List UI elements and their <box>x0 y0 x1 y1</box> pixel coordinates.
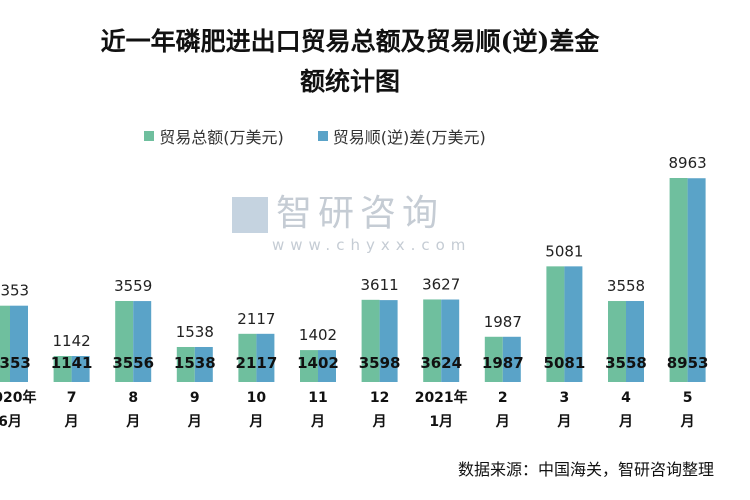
data-label-surplus: 1402 <box>297 354 339 372</box>
data-label-surplus: 3558 <box>605 354 647 372</box>
x-tick-label: 月 <box>556 414 571 430</box>
watermark-url: www.chyxx.com <box>272 236 472 254</box>
watermark-text: 智研咨询 <box>276 193 445 234</box>
bar-total <box>238 333 257 382</box>
x-tick-label: 月 <box>495 414 510 430</box>
data-label-total: 8963 <box>669 154 707 172</box>
x-tick-label: 8 <box>128 390 138 406</box>
title-line-2: 额统计图 <box>299 67 400 96</box>
data-label-surplus: 3598 <box>359 354 401 372</box>
bar-total <box>669 178 688 382</box>
data-label-surplus: 3556 <box>112 354 154 372</box>
chart-title: 近一年磷肥进出口贸易总额及贸易顺(逆)差金 额统计图 <box>20 22 680 102</box>
bar-total <box>608 301 626 382</box>
x-tick-label: 7 <box>67 390 77 406</box>
data-label-surplus: 3624 <box>420 354 462 372</box>
x-tick-label: 月 <box>680 414 695 430</box>
bar-total <box>300 350 318 382</box>
bar-surplus <box>318 350 336 382</box>
x-tick-label: 6月 <box>0 414 22 430</box>
x-tick-label: 2020年 <box>0 389 36 406</box>
legend-label: 贸易顺(逆)差(万美元) <box>332 128 486 147</box>
x-tick-label: 11 <box>308 390 327 406</box>
x-tick-label: 1月 <box>429 414 453 430</box>
watermark-logo-icon <box>232 197 268 233</box>
data-label-total: 5081 <box>545 242 583 260</box>
bar-total <box>361 299 380 382</box>
x-tick-label: 月 <box>248 414 263 430</box>
data-label-total: 3559 <box>114 277 152 295</box>
x-tick-label: 2 <box>498 390 508 406</box>
data-label-surplus: 5081 <box>544 354 586 372</box>
bar-surplus <box>379 300 398 382</box>
bar-total <box>53 356 72 382</box>
x-tick-label: 月 <box>310 414 325 430</box>
bar-total <box>423 299 442 382</box>
watermark: 智研咨询 www.chyxx.com <box>232 196 471 256</box>
x-tick-label: 月 <box>125 414 140 430</box>
legend-item-total: 贸易总额(万美元) <box>144 124 284 148</box>
data-label-total: 3627 <box>422 275 460 293</box>
source-note: 数据来源：中国海关，智研咨询整理 <box>457 460 714 479</box>
title-line-1: 近一年磷肥进出口贸易总额及贸易顺(逆)差金 <box>100 27 600 56</box>
data-label-total: 1142 <box>53 332 91 350</box>
x-tick-label: 月 <box>64 414 79 430</box>
x-tick-label: 月 <box>372 414 387 430</box>
bar-total <box>115 300 134 382</box>
x-tick-label: 月 <box>187 414 202 430</box>
legend: 贸易总额(万美元) 贸易顺(逆)差(万美元) <box>0 124 690 148</box>
data-label-surplus: 8953 <box>667 354 709 372</box>
bar-surplus <box>194 346 213 382</box>
data-label-total: 3558 <box>607 277 645 295</box>
bar-total <box>546 266 565 382</box>
bar-surplus <box>687 178 706 382</box>
data-label-total: 1538 <box>176 323 214 341</box>
x-tick-label: 3 <box>560 390 570 406</box>
bar-total <box>176 346 195 382</box>
bar-surplus <box>441 299 460 382</box>
x-tick-label: 2021年 <box>415 389 468 406</box>
bar-surplus <box>502 336 521 382</box>
data-label-surplus: 1538 <box>174 354 216 372</box>
bar-total <box>0 305 10 382</box>
x-tick-label: 9 <box>190 390 200 406</box>
legend-swatch <box>144 131 155 141</box>
bar-surplus <box>133 301 152 382</box>
legend-label: 贸易总额(万美元) <box>159 128 284 147</box>
x-tick-label: 4 <box>621 390 631 406</box>
x-tick-label: 月 <box>618 414 633 430</box>
data-label-total: 1402 <box>299 326 337 344</box>
data-label-total: 3611 <box>361 276 399 294</box>
bar-total <box>484 336 503 382</box>
data-label-total: 2117 <box>237 310 275 328</box>
bar-surplus <box>256 333 275 382</box>
data-label-total: 1987 <box>484 313 522 331</box>
x-tick-label: 12 <box>370 390 389 406</box>
data-label-surplus: 2117 <box>236 354 278 372</box>
bar-surplus <box>10 305 28 382</box>
legend-swatch <box>317 131 328 141</box>
legend-item-surplus: 贸易顺(逆)差(万美元) <box>317 124 486 148</box>
bar-surplus <box>626 301 644 382</box>
bar-surplus <box>564 266 583 382</box>
bar-surplus <box>71 356 90 382</box>
data-label-surplus: 1987 <box>482 354 524 372</box>
x-tick-label: 10 <box>247 390 267 406</box>
x-tick-label: 5 <box>683 390 693 406</box>
data-label-surplus: 1141 <box>51 354 93 372</box>
